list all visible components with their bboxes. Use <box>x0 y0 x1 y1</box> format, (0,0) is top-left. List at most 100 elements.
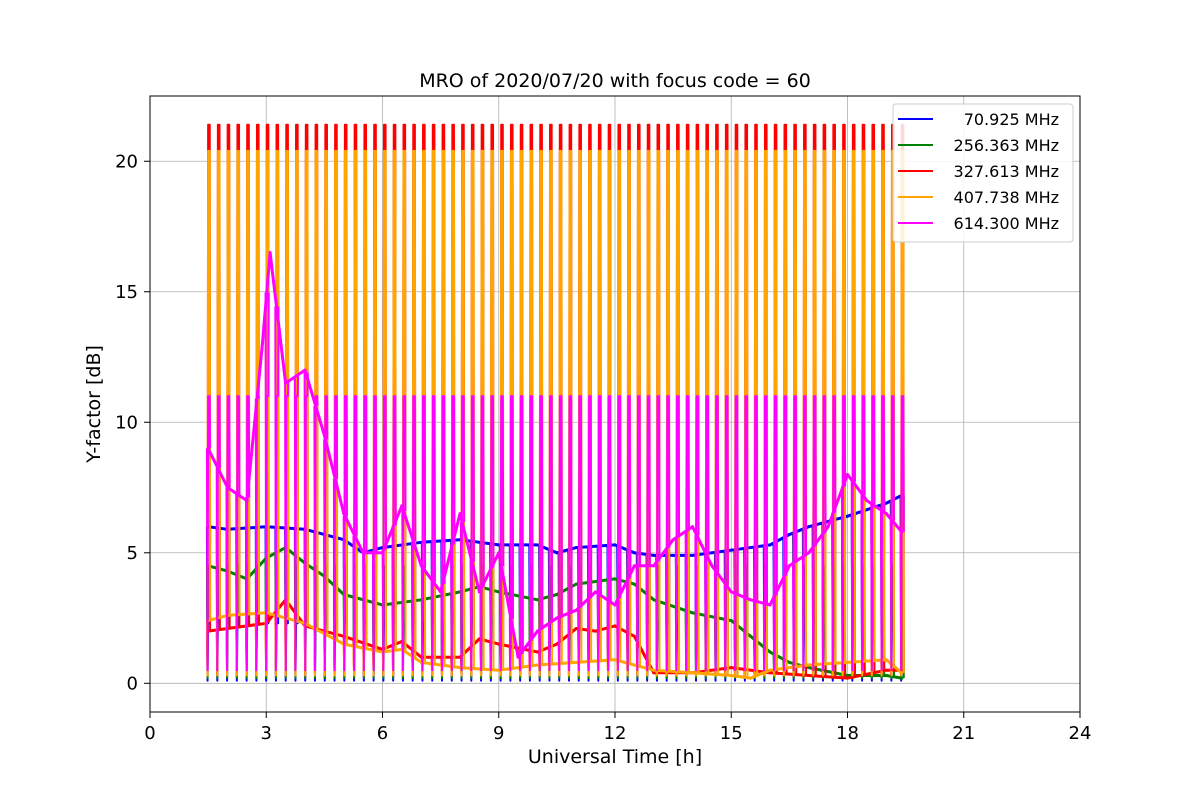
calibration-pulse <box>694 395 700 672</box>
data-point <box>807 525 811 529</box>
data-point <box>787 533 791 537</box>
chart-title: MRO of 2020/07/20 with focus code = 60 <box>419 70 811 92</box>
data-point <box>400 504 404 508</box>
data-point <box>729 673 733 677</box>
calibration-pulse <box>626 149 632 677</box>
data-point <box>807 551 811 555</box>
calibration-pulse <box>557 149 563 677</box>
calibration-pulse <box>293 376 300 672</box>
data-point <box>787 660 791 664</box>
calibration-pulse <box>420 395 427 672</box>
calibration-pulse <box>245 395 251 672</box>
calibration-pulse <box>811 149 817 677</box>
calibration-pulse <box>215 395 221 672</box>
data-point <box>710 564 714 568</box>
data-point <box>865 499 869 503</box>
x-axis-label: Universal Time [h] <box>528 746 702 768</box>
calibration-pulse <box>626 395 632 672</box>
calibration-pulse <box>401 395 407 672</box>
calibration-pulse <box>469 149 475 677</box>
calibration-pulse <box>713 395 720 672</box>
data-point <box>900 676 904 680</box>
calibration-pulse <box>518 395 524 672</box>
data-point <box>574 608 578 612</box>
calibration-pulse <box>821 149 827 677</box>
calibration-pulse <box>440 395 446 672</box>
data-point <box>846 676 849 680</box>
calibration-pulse <box>723 395 729 672</box>
data-point <box>846 472 849 476</box>
x-tick-label: 18 <box>836 723 859 744</box>
data-point <box>749 598 753 602</box>
legend-label: 614.300 MHz <box>954 214 1059 233</box>
x-tick-label: 12 <box>604 723 627 744</box>
data-point <box>574 660 578 664</box>
calibration-pulse <box>840 395 847 672</box>
data-point <box>652 564 656 568</box>
data-point <box>226 486 229 490</box>
calibration-pulse <box>655 395 661 672</box>
calibration-pulse <box>538 395 544 672</box>
calibration-pulse <box>391 395 397 672</box>
data-point <box>497 543 501 547</box>
data-point <box>536 598 539 602</box>
calibration-pulse <box>323 395 329 672</box>
data-point <box>381 551 384 555</box>
data-point <box>613 543 617 547</box>
calibration-pulse <box>508 395 514 672</box>
data-point <box>268 251 272 255</box>
calibration-pulse <box>753 395 759 672</box>
data-point <box>884 658 888 662</box>
x-tick-label: 24 <box>1069 723 1092 744</box>
data-point <box>574 546 578 550</box>
calibration-pulse <box>596 395 602 672</box>
data-point <box>768 603 772 607</box>
x-tick-label: 0 <box>144 723 155 744</box>
data-point <box>536 650 539 654</box>
data-point <box>846 514 849 518</box>
x-tick-label: 21 <box>952 723 975 744</box>
data-point <box>768 650 772 654</box>
data-point <box>729 619 733 623</box>
data-point <box>555 616 559 620</box>
calibration-pulse <box>489 395 495 672</box>
calibration-pulse <box>684 149 690 677</box>
data-point <box>652 668 656 672</box>
calibration-pulse <box>538 149 544 677</box>
legend-label: 327.613 MHz <box>954 162 1059 181</box>
x-tick-label: 9 <box>493 723 504 744</box>
calibration-pulse <box>479 395 485 672</box>
data-point <box>477 590 481 594</box>
x-tick-label: 15 <box>720 723 743 744</box>
calibration-pulse <box>801 395 808 672</box>
calibration-pulse <box>450 149 456 677</box>
calibration-pulse <box>284 382 290 672</box>
calibration-pulse <box>372 395 378 672</box>
calibration-pulse <box>528 395 534 672</box>
data-point <box>884 673 888 677</box>
data-point <box>884 512 888 516</box>
calibration-pulse <box>547 395 554 672</box>
data-point <box>652 671 656 675</box>
calibration-pulse <box>459 395 466 672</box>
legend-box <box>892 103 1074 243</box>
data-point <box>555 551 559 555</box>
calibration-pulse <box>450 395 456 672</box>
calibration-pulse <box>850 395 856 672</box>
calibration-pulse <box>567 149 573 677</box>
calibration-pulse <box>743 395 749 672</box>
x-tick-label: 6 <box>377 723 388 744</box>
calibration-pulse <box>665 149 671 677</box>
calibration-pulse <box>860 395 866 672</box>
x-tick-label: 3 <box>261 723 272 744</box>
calibration-pulse <box>635 149 641 677</box>
data-point <box>768 543 772 547</box>
data-point <box>884 501 888 505</box>
calibration-pulse <box>547 149 554 677</box>
data-point <box>439 590 443 594</box>
calibration-pulse <box>479 149 485 677</box>
y-tick-label: 10 <box>115 412 138 433</box>
legend-label: 70.925 MHz <box>964 110 1059 129</box>
data-point <box>613 577 617 581</box>
data-point <box>691 553 694 557</box>
